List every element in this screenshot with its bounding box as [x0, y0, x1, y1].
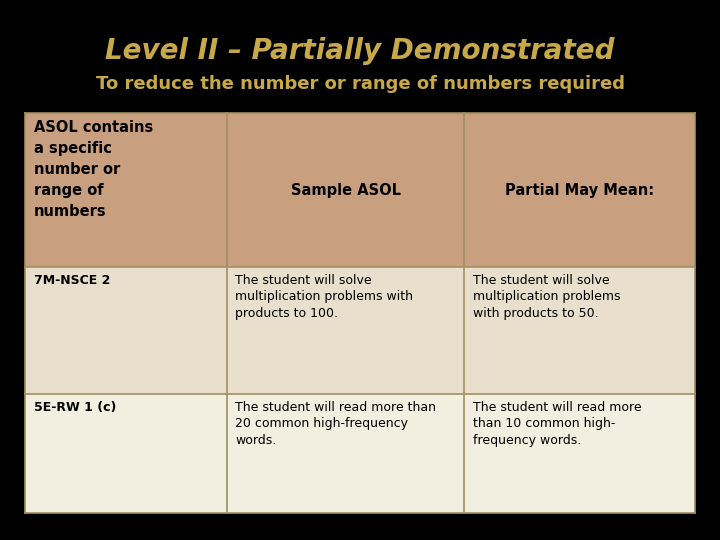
Text: ASOL contains
a specific
number or
range of
numbers: ASOL contains a specific number or range… [34, 120, 153, 219]
Text: The student will read more
than 10 common high-
frequency words.: The student will read more than 10 commo… [473, 401, 642, 447]
Text: 7M-NSCE 2: 7M-NSCE 2 [34, 274, 110, 287]
Bar [25, 394, 695, 513]
Text: The student will solve
multiplication problems
with products to 50.: The student will solve multiplication pr… [473, 274, 621, 320]
Text: Sample ASOL: Sample ASOL [291, 183, 400, 198]
Text: To reduce the number or range of numbers required: To reduce the number or range of numbers… [96, 75, 624, 93]
Bar [25, 267, 695, 394]
Text: Level II – Partially Demonstrated: Level II – Partially Demonstrated [105, 37, 615, 65]
Bar [25, 113, 695, 513]
Text: The student will read more than
20 common high-frequency
words.: The student will read more than 20 commo… [235, 401, 436, 447]
Bar [25, 113, 695, 267]
Text: Partial May Mean:: Partial May Mean: [505, 183, 654, 198]
Text: 5E-RW 1 (c): 5E-RW 1 (c) [34, 401, 116, 414]
Text: The student will solve
multiplication problems with
products to 100.: The student will solve multiplication pr… [235, 274, 413, 320]
